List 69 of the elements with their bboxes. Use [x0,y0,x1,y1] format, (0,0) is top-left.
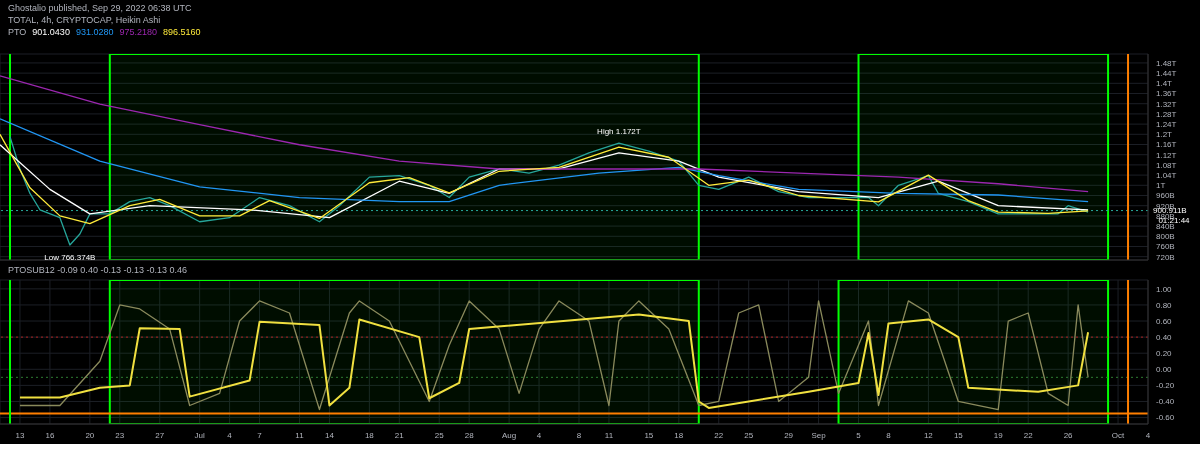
y-tick-label: 1.00 [1156,284,1173,294]
y-tick-label: 1.24T [1156,119,1177,129]
x-tick-label: 26 [1063,430,1074,440]
x-tick-label: 27 [155,430,165,440]
x-tick-label: Aug [502,430,517,440]
legend-title: PTO [8,27,27,37]
y-tick-label: 1.36T [1156,89,1177,99]
x-tick-label: 4 [536,430,542,440]
y-tick-label: -0.40 [1156,397,1175,407]
chart-title: TOTAL, 4h, CRYPTOCAP, Heikin Ashi [8,14,162,26]
y-tick-label: 960B [1156,191,1175,201]
annotation: High 1.172T [597,127,641,137]
y-tick-label: 0.60 [1156,316,1173,326]
y-tick-label: -0.20 [1156,381,1175,391]
x-tick-label: 7 [257,430,263,440]
x-tick-label: 21 [394,430,405,440]
x-tick-label: 22 [714,430,724,440]
y-tick-label: -0.60 [1156,413,1175,423]
x-tick-label: 11 [604,430,614,440]
x-tick-label: 5 [856,430,862,440]
y-tick-label: 0.20 [1156,349,1173,359]
text: PTOSUB12 -0.09 0.40 -0.13 -0.13 -0.13 0.46 [8,264,187,276]
y-tick-label: 1.04T [1156,170,1177,180]
x-tick-label: 12 [923,430,934,440]
text: 931.0280 [75,27,114,37]
text: 896.5160 [162,27,201,37]
x-tick-label: 23 [115,430,125,440]
x-tick-label: 13 [15,430,25,440]
y-tick-label: 1.12T [1156,150,1177,160]
x-tick-label: 29 [784,430,794,440]
text: Ghostalio published, Sep 29, 2022 06:38 UTC [8,2,192,14]
y-tick-label: 760B [1156,242,1175,252]
x-tick-label: 14 [324,430,335,440]
y-tick-label: 1T [1156,181,1166,191]
x-tick-label: 18 [674,430,684,440]
y-tick-label: 1.48T [1156,58,1177,68]
y-tick-label: 1.08T [1156,160,1177,170]
y-tick-label: 1.4T [1156,79,1173,89]
y-tick-label: 0.40 [1156,332,1173,342]
y-tick-label: 800B [1156,232,1175,242]
y-tick-label: 1.32T [1156,99,1177,109]
x-tick-label: 19 [993,430,1004,440]
y-tick-label: 0.80 [1156,300,1173,310]
x-tick-label: Oct [1111,430,1126,440]
x-tick-label: 28 [464,430,475,440]
x-tick-label: 25 [744,430,754,440]
x-tick-label: 8 [886,430,892,440]
y-tick-label: 1.2T [1156,130,1173,140]
x-tick-label: 15 [644,430,654,440]
y-tick-label: 0.00 [1156,365,1173,375]
x-tick-label: 18 [364,430,375,440]
x-tick-label: 4 [1145,430,1151,440]
x-tick-label: 8 [576,430,582,440]
x-tick-label: 11 [295,430,305,440]
x-tick-label: 16 [45,430,55,440]
y-tick-label: 1.16T [1156,140,1177,150]
y-tick-label: 720B [1156,252,1175,262]
y-tick-label: 1.28T [1156,109,1177,119]
y-tick-label: 1.44T [1156,68,1177,78]
x-tick-label: 15 [953,430,964,440]
x-tick-label: Jul [194,430,205,440]
text: 901.0430 [32,27,70,37]
x-tick-label: 4 [227,430,233,440]
x-tick-label: Sep [811,430,827,440]
x-tick-label: 22 [1023,430,1034,440]
x-tick-label: 25 [434,430,445,440]
annotation: Low 766.374B [44,252,96,262]
x-tick-label: 20 [85,430,95,440]
text: 975.2180 [119,27,157,37]
